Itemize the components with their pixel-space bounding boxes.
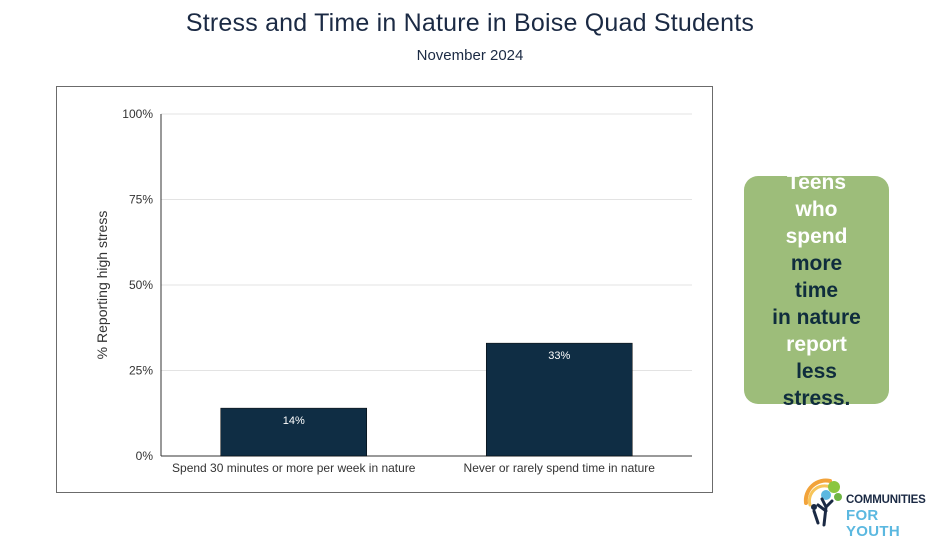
callout-line: in nature: [772, 305, 861, 329]
callout-box: Teens who spend more time in nature report les…: [744, 171, 889, 410]
page-subtitle: November 2024: [416, 47, 524, 64]
y-tick-label: 75%: [129, 193, 153, 207]
bar: [485, 342, 633, 457]
bar: [220, 407, 368, 457]
callout-text: Teens who spend more time in nature report les…: [767, 169, 867, 412]
logo-line2: FOR YOUTH: [846, 507, 900, 540]
callout-line: more time: [790, 251, 843, 302]
callout-line: less: [796, 359, 837, 383]
y-axis-label: % Reporting high stress: [94, 211, 110, 360]
x-tick-label: Never or rarely spend time in nature: [464, 461, 656, 475]
callout-line: who: [795, 197, 838, 221]
chart-frame: 0% 25% 50% 75% 100% % Reporting high stress 14…: [56, 86, 713, 493]
callout-line: stress.: [782, 386, 851, 410]
callout-line: Teens: [786, 170, 847, 194]
y-tick-label: 100%: [122, 107, 153, 121]
logo-line1: COMMUNITIES: [846, 494, 926, 506]
callout-line: spend: [785, 224, 848, 248]
bar-chart: 0% 25% 50% 75% 100% % Reporting high stress 14…: [94, 107, 692, 475]
x-tick-label: Spend 30 minutes or more per week in nat…: [172, 461, 416, 475]
page-title: Stress and Time in Nature in Boise Quad …: [185, 9, 755, 37]
bar-data-label: 14%: [283, 415, 305, 427]
tree-logo-icon: [803, 478, 842, 527]
callout-line: report: [786, 332, 847, 356]
communities-for-youth-logo: COMMUNITIES FOR YOUTH: [800, 475, 936, 540]
bar-data-label: 33%: [548, 350, 570, 362]
y-tick-label: 0%: [136, 449, 154, 463]
y-tick-label: 50%: [129, 278, 153, 292]
y-tick-label: 25%: [129, 364, 153, 378]
